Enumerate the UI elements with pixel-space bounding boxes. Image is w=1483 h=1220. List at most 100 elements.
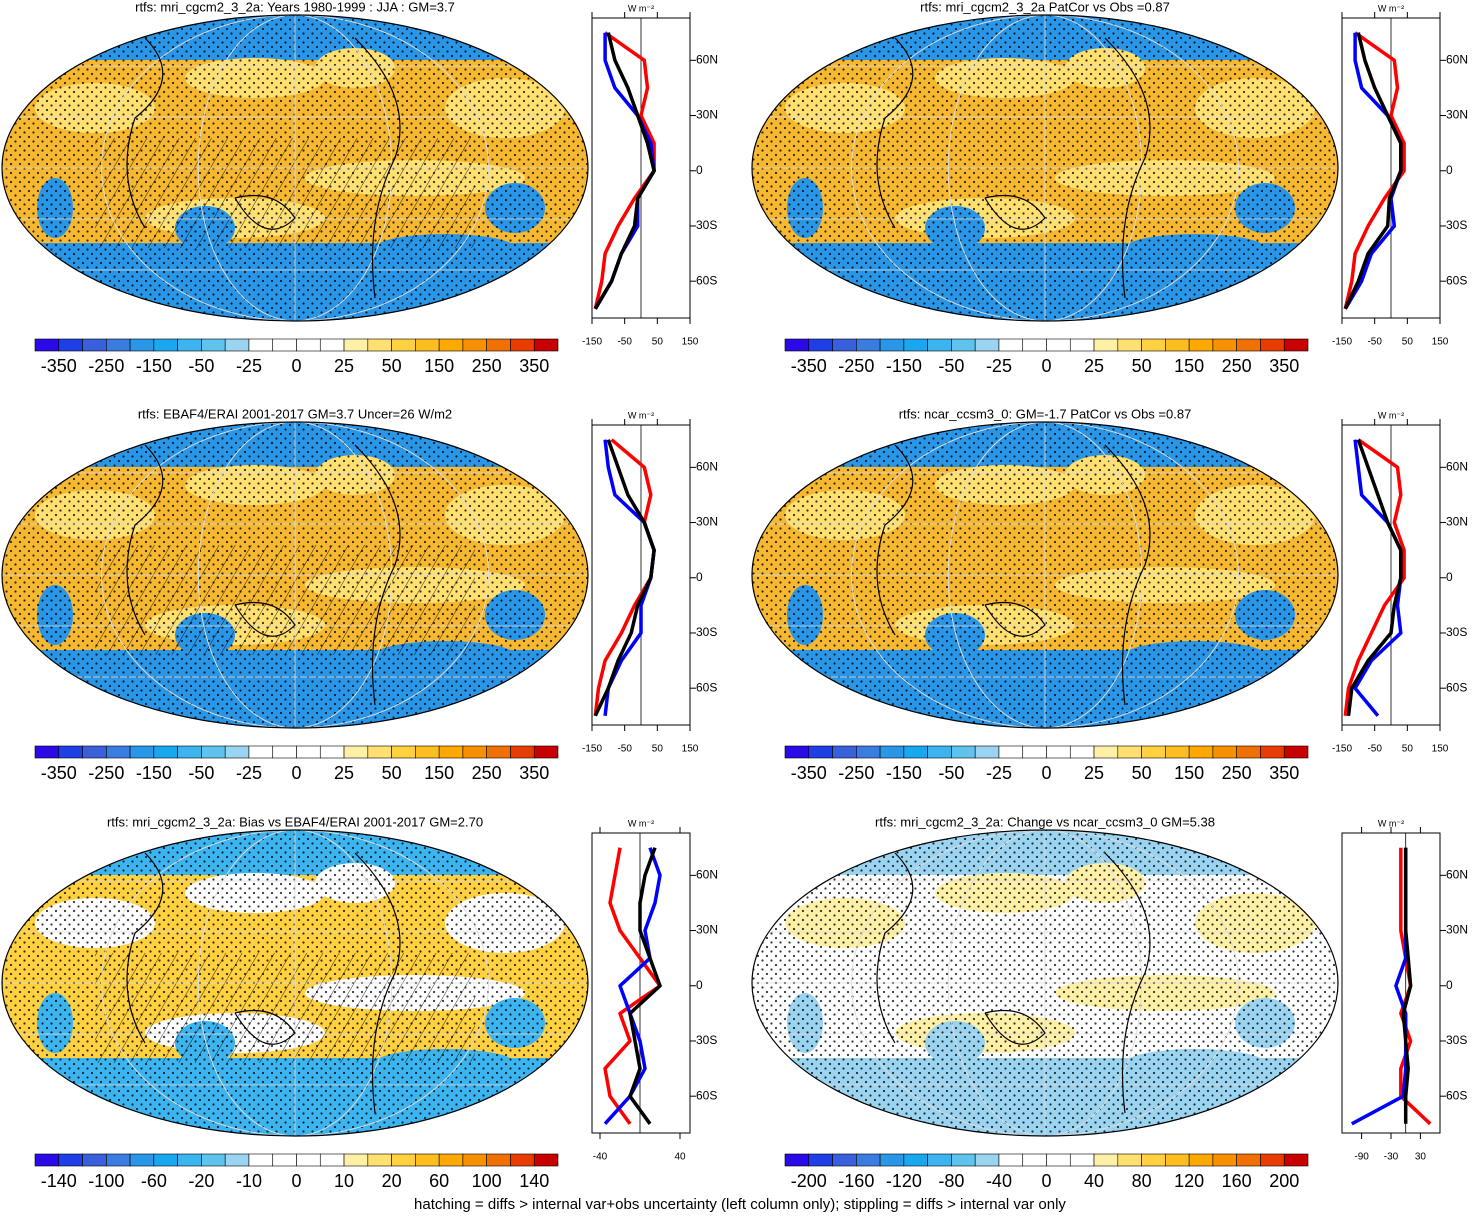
colorbar-label: 100 — [472, 1171, 502, 1191]
colorbar-label: -350 — [41, 356, 77, 376]
colorbar-box — [249, 746, 273, 758]
colorbar-label: -350 — [791, 763, 827, 783]
colorbar-label: 0 — [291, 356, 301, 376]
colorbar-label: 250 — [1222, 356, 1252, 376]
panel-title: rtfs: mri_cgcm2_3_2a: Change vs ncar_ccs… — [875, 814, 1215, 829]
colorbar-box — [951, 1154, 975, 1166]
panel: rtfs: EBAF4/ERAI 2001-2017 GM=3.7 Uncer=… — [2, 406, 718, 782]
colorbar-box — [534, 339, 558, 351]
colorbar-box — [83, 746, 107, 758]
profile-line — [630, 848, 660, 1124]
colorbar-box — [510, 746, 534, 758]
colorbar-box — [487, 746, 511, 758]
profile-line — [595, 440, 654, 716]
x-tick-label: -40 — [593, 1152, 608, 1163]
colorbar-box — [1142, 1154, 1166, 1166]
colorbar-label: 150 — [1174, 763, 1204, 783]
panel: rtfs: mri_cgcm2_3_2a: Years 1980-1999 : … — [2, 0, 718, 376]
colorbar-label: 350 — [1269, 356, 1299, 376]
colorbar-box — [534, 746, 558, 758]
colorbar-label: 0 — [1041, 356, 1051, 376]
colorbar-label: -25 — [236, 763, 262, 783]
colorbar-label: -250 — [88, 763, 124, 783]
colorbar-box — [880, 1154, 904, 1166]
colorbar-label: -120 — [886, 1171, 922, 1191]
colorbar-box — [880, 746, 904, 758]
x-tick-label: -150 — [1332, 337, 1352, 348]
colorbar-box — [975, 339, 999, 351]
colorbar-box — [439, 339, 463, 351]
colorbar-label: 25 — [1084, 763, 1104, 783]
colorbar-box — [1237, 746, 1261, 758]
x-tick-label: 150 — [1432, 337, 1449, 348]
colorbar-label: -250 — [838, 763, 874, 783]
y-tick-label: 30S — [1446, 218, 1467, 232]
colorbar-box — [833, 1154, 857, 1166]
colorbar-box — [154, 1154, 178, 1166]
colorbar-box — [178, 746, 202, 758]
colorbar-box — [880, 339, 904, 351]
units-label: W m⁻² — [1378, 3, 1404, 13]
colorbar-box — [809, 339, 833, 351]
colorbar-box — [1070, 1154, 1094, 1166]
x-tick-label: 50 — [652, 337, 664, 348]
profile-frame — [1342, 833, 1440, 1133]
colorbar-label: -350 — [791, 356, 827, 376]
colorbar-box — [1260, 746, 1284, 758]
x-tick-label: -30 — [1384, 1152, 1399, 1163]
colorbar-box — [487, 339, 511, 351]
colorbar-box — [785, 339, 809, 351]
colorbar-box — [928, 1154, 952, 1166]
colorbar-label: -60 — [141, 1171, 167, 1191]
colorbar-box — [59, 746, 83, 758]
colorbar-box — [273, 339, 297, 351]
y-tick-label: 60S — [1446, 1088, 1467, 1102]
colorbar-box — [1118, 1154, 1142, 1166]
colorbar-box — [904, 746, 928, 758]
colorbar-box — [1047, 1154, 1071, 1166]
colorbar-label: 200 — [1269, 1171, 1299, 1191]
colorbar-box — [1094, 746, 1118, 758]
colorbar-box — [785, 746, 809, 758]
y-tick-label: 30S — [1446, 625, 1467, 639]
colorbar-label: 150 — [1174, 356, 1204, 376]
units-label: W m⁻² — [628, 3, 654, 13]
colorbar-label: -10 — [236, 1171, 262, 1191]
colorbar-label: -50 — [938, 763, 964, 783]
y-tick-label: 60N — [696, 868, 718, 882]
panel: rtfs: ncar_ccsm3_0: GM=-1.7 PatCor vs Ob… — [752, 406, 1468, 782]
colorbar-box — [1213, 1154, 1237, 1166]
colorbar-box — [1070, 746, 1094, 758]
colorbar-box — [1189, 746, 1213, 758]
colorbar-box — [975, 746, 999, 758]
y-tick-label: 60S — [1446, 273, 1467, 287]
y-tick-label: 60S — [696, 273, 717, 287]
colorbar-box — [83, 339, 107, 351]
x-tick-label: -150 — [582, 337, 602, 348]
profile-line — [605, 848, 660, 1124]
colorbar-box — [1189, 339, 1213, 351]
units-label: W m⁻² — [628, 818, 654, 828]
colorbar-label: -40 — [986, 1171, 1012, 1191]
y-tick-label: 0 — [1446, 163, 1453, 177]
colorbar-label: 140 — [519, 1171, 549, 1191]
colorbar-label: -250 — [88, 356, 124, 376]
colorbar-box — [344, 339, 368, 351]
colorbar-box — [999, 1154, 1023, 1166]
colorbar-box — [928, 339, 952, 351]
x-tick-label: 50 — [1402, 337, 1414, 348]
colorbar-box — [1213, 339, 1237, 351]
colorbar-box — [439, 746, 463, 758]
colorbar-box — [106, 746, 130, 758]
colorbar-box — [1142, 746, 1166, 758]
colorbar-box — [1165, 339, 1189, 351]
colorbar-label: 25 — [334, 356, 354, 376]
colorbar-label: -150 — [136, 763, 172, 783]
colorbar-box — [415, 1154, 439, 1166]
colorbar-box — [1094, 1154, 1118, 1166]
colorbar-box — [928, 746, 952, 758]
panel-title: rtfs: mri_cgcm2_3_2a: Years 1980-1999 : … — [135, 0, 455, 14]
colorbar-box — [1023, 1154, 1047, 1166]
colorbar-box — [1070, 339, 1094, 351]
